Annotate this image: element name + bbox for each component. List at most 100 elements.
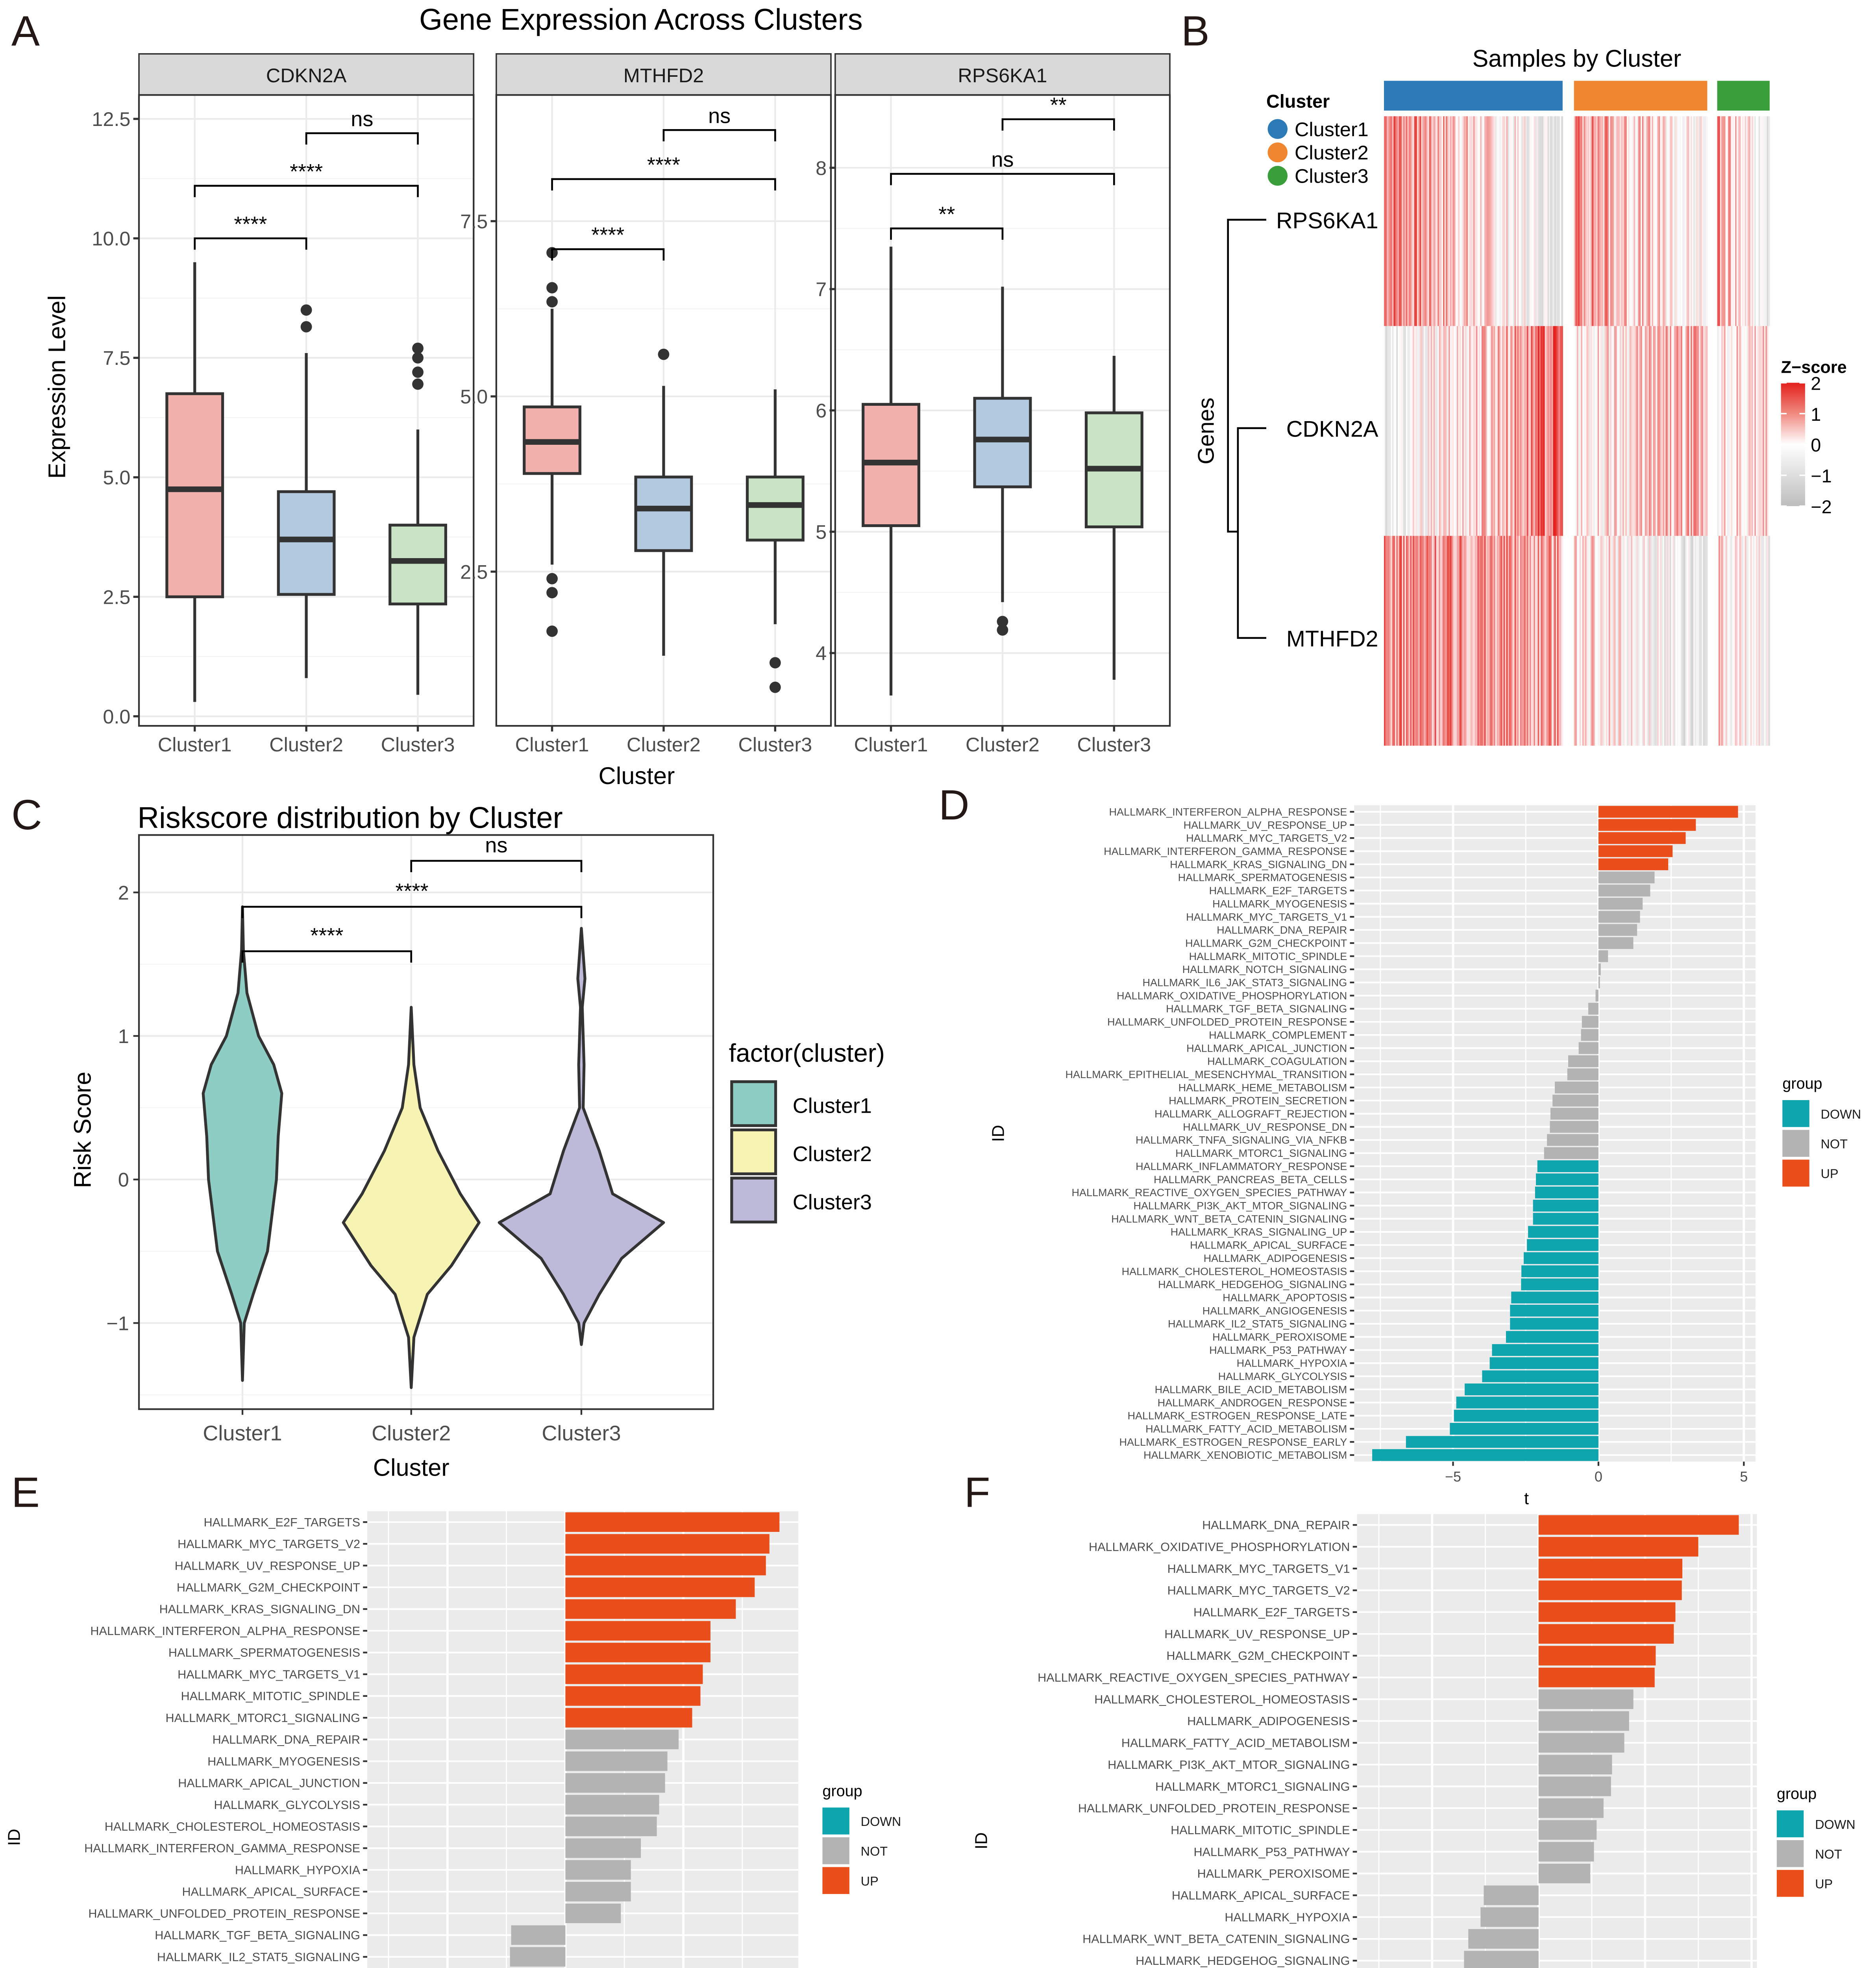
significance-bracket <box>662 129 776 142</box>
x-tick-label: Cluster3 <box>738 733 812 756</box>
panel-e-pathway-bars: HALLMARK_E2F_TARGETS HALLMARK_MYC_TARGETS… <box>5 1511 901 1968</box>
heatmap-cell <box>1629 116 1632 326</box>
heatmap-cell <box>1610 116 1612 326</box>
heatmap-cell <box>1419 116 1422 326</box>
bar-not <box>1595 990 1598 1002</box>
heatmap-cell <box>1646 326 1648 536</box>
pathway-label: HALLMARK_HYPOXIA <box>1225 1911 1350 1924</box>
heatmap-cell <box>1645 326 1647 536</box>
heatmap-cell <box>1422 536 1425 746</box>
heatmap-cell <box>1730 326 1732 536</box>
heatmap-cell <box>1589 536 1591 746</box>
x-tick-label: Cluster1 <box>515 733 589 756</box>
heatmap-cell <box>1690 326 1693 536</box>
heatmap-cell <box>1392 326 1394 536</box>
outlier-point <box>546 587 558 599</box>
heatmap-cell <box>1499 116 1501 326</box>
heatmap-cell <box>1626 536 1629 746</box>
heatmap-cell <box>1608 326 1611 536</box>
heatmap-cell <box>1735 536 1737 746</box>
heatmap-cell <box>1745 536 1747 746</box>
heatmap-cell <box>1531 116 1533 326</box>
heatmap-cell <box>1384 326 1386 536</box>
heatmap-cell <box>1586 326 1589 536</box>
heatmap-cell <box>1610 326 1612 536</box>
significance-label: ns <box>708 104 731 128</box>
heatmap-cell <box>1656 536 1658 746</box>
panel-a-boxplots: Gene Expression Across Clusters Cluster … <box>44 4 1171 789</box>
heatmap-cell <box>1514 536 1517 746</box>
heatmap-cell <box>1690 536 1693 746</box>
outlier-point <box>769 657 781 669</box>
heatmap-cell <box>1463 536 1466 746</box>
heatmap-cell <box>1516 536 1518 746</box>
outlier-point <box>412 342 424 354</box>
heatmap-cell <box>1643 116 1645 326</box>
pathway-label: HALLMARK_TGF_BETA_SIGNALING <box>1166 1003 1347 1015</box>
heatmap-cell <box>1631 116 1633 326</box>
heatmap-cell <box>1728 116 1730 326</box>
heatmap-cell <box>1440 536 1442 746</box>
bar-not <box>1555 1081 1598 1093</box>
heatmap-cell <box>1481 116 1484 326</box>
heatmap-cell <box>1519 116 1521 326</box>
heatmap-cell <box>1528 116 1530 326</box>
heatmap-cell <box>1663 536 1665 746</box>
bar-not <box>1598 950 1608 962</box>
heatmap-cell <box>1547 116 1550 326</box>
pathway-label: HALLMARK_COAGULATION <box>1207 1056 1347 1067</box>
bar-up <box>565 1621 710 1641</box>
heatmap-cell <box>1757 116 1759 326</box>
facet-mthfd2: MTHFD2 2.5 5.0 7.5 **** **** ns Cluster1 Cluster… <box>460 53 832 756</box>
heatmap-cell <box>1454 536 1456 746</box>
colorbar-tick-label: −1 <box>1811 466 1832 486</box>
heatmap-cell <box>1558 536 1560 746</box>
heatmap-cell <box>1614 536 1616 746</box>
pathway-label: HALLMARK_E2F_TARGETS <box>1193 1605 1350 1619</box>
heatmap-cell <box>1639 326 1641 536</box>
heatmap-cell <box>1433 326 1436 536</box>
heatmap-cell <box>1595 116 1597 326</box>
heatmap-cell <box>1743 536 1745 746</box>
y-tick-label: 7.5 <box>460 210 488 233</box>
heatmap-cell <box>1421 116 1423 326</box>
heatmap-cell <box>1542 116 1544 326</box>
heatmap-cell <box>1586 536 1589 746</box>
heatmap-cell <box>1428 536 1430 746</box>
heatmap-row-rps6ka1 <box>1574 116 1708 326</box>
heatmap-cell <box>1661 116 1663 326</box>
heatmap-cell <box>1722 536 1725 746</box>
legend-title: group <box>822 1782 862 1800</box>
x-tick-label: Cluster1 <box>203 1421 282 1445</box>
heatmap-cell <box>1492 536 1495 746</box>
heatmap-cell <box>1696 326 1698 536</box>
heatmap-cell <box>1665 326 1668 536</box>
heatmap-cell <box>1695 536 1697 746</box>
heatmap-cell <box>1658 116 1661 326</box>
legend-swatch-not <box>822 1837 849 1864</box>
pathway-label: HALLMARK_DNA_REPAIR <box>213 1733 360 1746</box>
heatmap-cell <box>1545 326 1547 536</box>
heatmap-cell <box>1441 326 1444 536</box>
heatmap-cell <box>1600 116 1602 326</box>
heatmap-cell <box>1461 536 1463 746</box>
heatmap-cell <box>1440 116 1442 326</box>
heatmap-cell <box>1608 116 1611 326</box>
legend-swatch-up <box>1782 1160 1809 1187</box>
heatmap-cell <box>1704 116 1706 326</box>
heatmap-cell <box>1703 536 1705 746</box>
box-cluster2 <box>973 287 1032 636</box>
heatmap-cell <box>1502 536 1504 746</box>
significance-bracket <box>194 185 419 197</box>
bar-not <box>565 1816 657 1837</box>
heatmap-cell <box>1746 536 1748 746</box>
heatmap-cell <box>1435 326 1437 536</box>
bar-not <box>1598 911 1640 923</box>
heatmap-cell <box>1722 326 1725 536</box>
heatmap-cell <box>1765 536 1767 746</box>
heatmap-cell <box>1520 326 1522 536</box>
heatmap-cell <box>1650 116 1652 326</box>
pathway-label: HALLMARK_INTERFERON_GAMMA_RESPONSE <box>1104 845 1347 857</box>
heatmap-row-mthfd2 <box>1574 536 1708 746</box>
heatmap-cell <box>1727 116 1729 326</box>
